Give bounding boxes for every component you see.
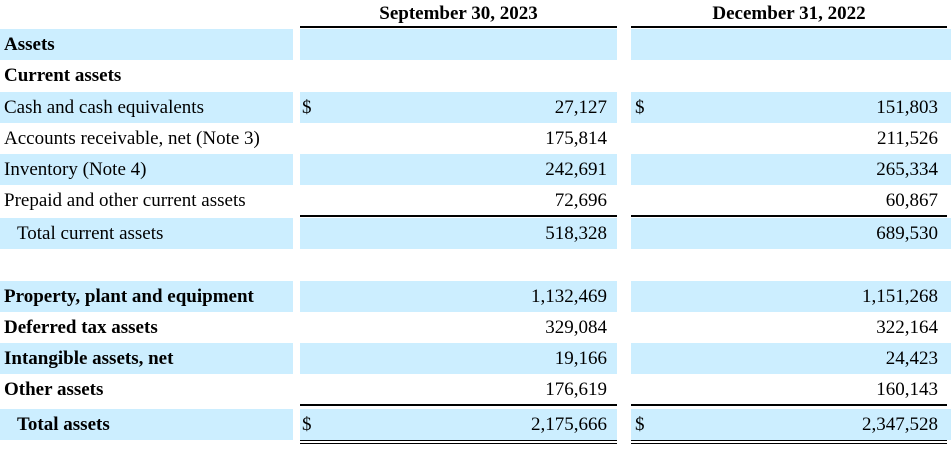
value-december-31-2022: 322,164 [876,317,938,338]
table-row: Accounts receivable, net (Note 3) 175,814… [0,123,951,154]
table-row: Prepaid and other current assets 72,696 60… [0,185,951,216]
row-label: Other assets [4,379,104,400]
column-gap [617,281,631,312]
currency-symbol: $ [302,97,312,118]
subtotal-rule [631,404,947,406]
value-september-30-2023: 518,328 [545,223,607,244]
row-label: Prepaid and other current assets [4,190,246,211]
value-september-30-2023: 242,691 [545,159,607,180]
table-row: Current assets [0,60,951,91]
table-row: Deferred tax assets 329,084 322,164 [0,312,951,343]
column-gap [293,154,300,185]
column-gap [293,281,300,312]
value-december-31-2022: 151,803 [876,97,938,118]
value-september-30-2023: 19,166 [554,348,607,369]
row-label: Total current assets [17,223,164,244]
column-gap [617,92,631,123]
value-december-31-2022: 689,530 [876,223,938,244]
value-december-31-2022: 24,423 [885,348,938,369]
value-september-30-2023: 72,696 [554,190,607,211]
column-gap [617,154,631,185]
table-row: Inventory (Note 4) 242,691 265,334 [0,154,951,185]
value-september-30-2023: 1,132,469 [531,286,607,307]
column-header-september-30-2023: September 30, 2023 [300,0,617,28]
currency-symbol: $ [302,414,312,435]
column-gap [293,92,300,123]
column-gap [617,409,631,440]
value-december-31-2022: 60,867 [885,190,938,211]
column-header-december-31-2022: December 31, 2022 [631,0,947,28]
table-row: Total current assets 518,328 689,530 [0,218,951,249]
row-label: Inventory (Note 4) [4,159,147,180]
row-label: Deferred tax assets [4,317,158,338]
row-label: Intangible assets, net [4,348,174,369]
row-label: Assets [4,34,55,55]
table-row: Intangible assets, net 19,166 24,423 [0,343,951,374]
column-gap [617,218,631,249]
value-september-30-2023: 175,814 [545,128,607,149]
column-gap [293,218,300,249]
row-label: Current assets [4,65,122,86]
total-double-rule [631,440,947,444]
table-row: Cash and cash equivalents $27,127 $151,803 [0,92,951,123]
column-gap [293,343,300,374]
value-september-30-2023: 2,175,666 [531,414,607,435]
value-december-31-2022: 2,347,528 [862,414,938,435]
value-september-30-2023: 176,619 [545,379,607,400]
value-december-31-2022: 160,143 [876,379,938,400]
total-double-rule [300,440,617,444]
row-label: Accounts receivable, net (Note 3) [4,128,260,149]
value-september-30-2023: 329,084 [545,317,607,338]
table-row: Property, plant and equipment 1,132,469 1,… [0,281,951,312]
row-label: Property, plant and equipment [4,286,254,307]
subtotal-rule [300,404,617,406]
row-label: Cash and cash equivalents [4,97,204,118]
column-gap [617,343,631,374]
value-december-31-2022: 1,151,268 [862,286,938,307]
value-september-30-2023: 27,127 [554,97,607,118]
column-gap [617,29,631,60]
row-label: Total assets [17,414,110,435]
currency-symbol: $ [635,414,645,435]
table-row: Other assets 176,619 160,143 [0,374,951,405]
table-row: Assets [0,29,951,60]
column-gap [293,409,300,440]
subtotal-rule [300,215,617,217]
subtotal-rule [631,215,947,217]
table-row: Total assets $2,175,666 $2,347,528 [0,409,951,440]
currency-symbol: $ [635,97,645,118]
column-gap [293,29,300,60]
value-december-31-2022: 211,526 [876,128,938,149]
value-december-31-2022: 265,334 [876,159,938,180]
